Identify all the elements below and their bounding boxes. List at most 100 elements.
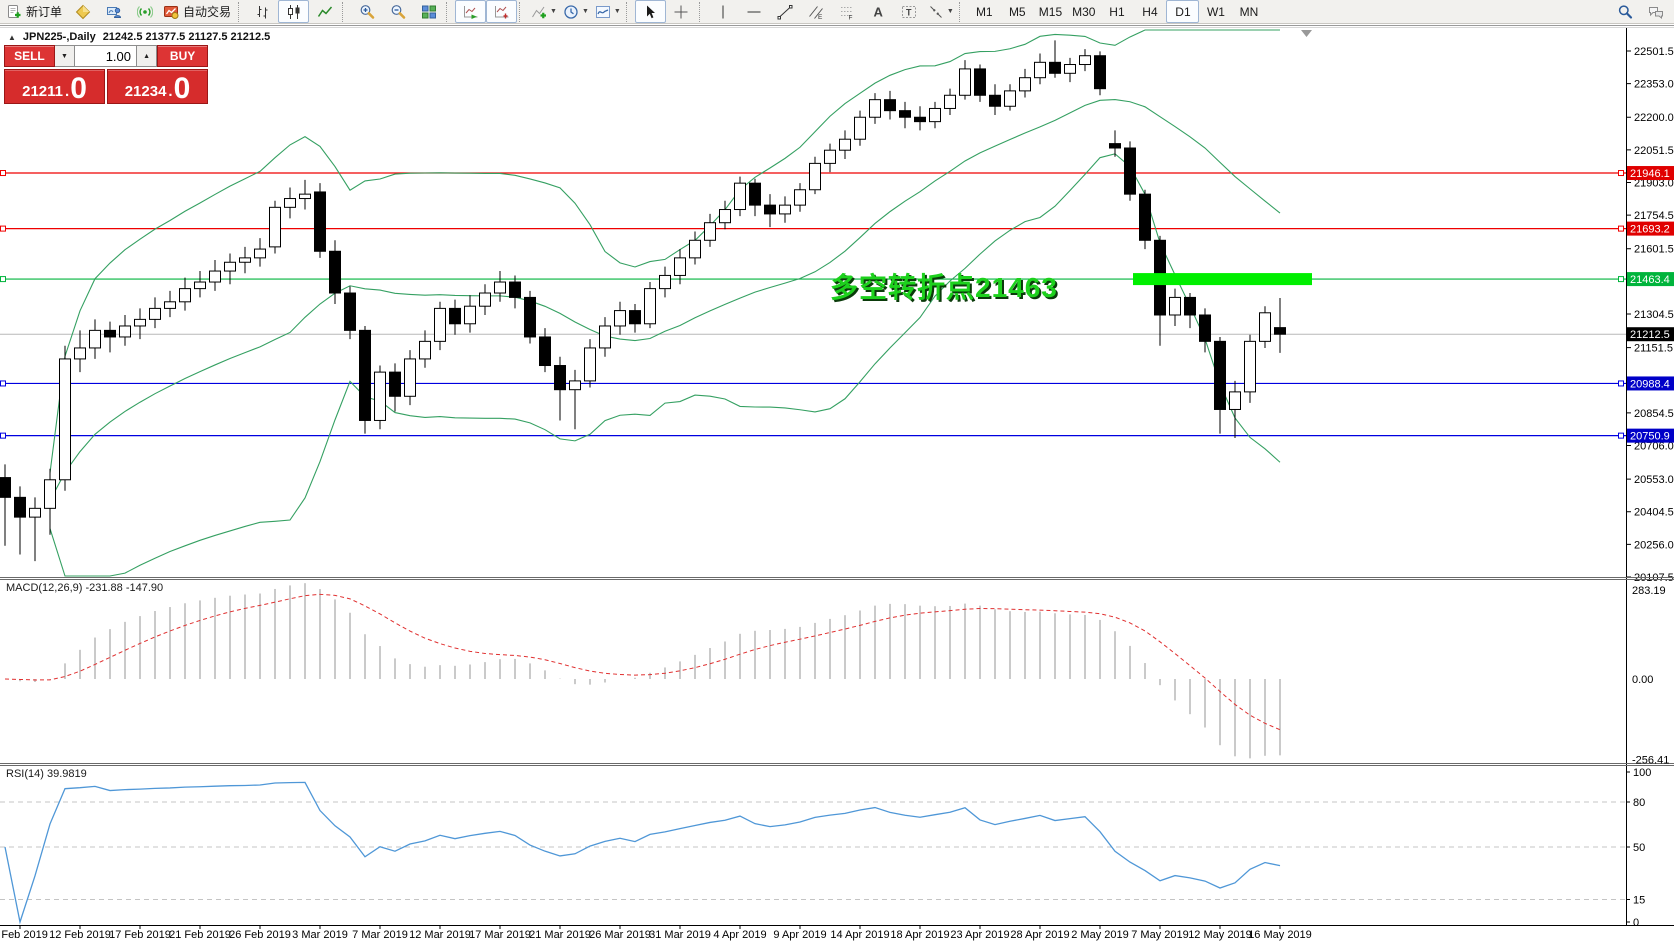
buy-button[interactable]: BUY xyxy=(157,45,208,67)
chevron-down-icon: ▼ xyxy=(550,8,557,15)
svg-text:9 Apr 2019: 9 Apr 2019 xyxy=(773,929,826,941)
volume-increase-button[interactable]: ▲ xyxy=(137,45,158,67)
sell-price-big-digit: 0 xyxy=(70,72,87,105)
svg-text:22353.0: 22353.0 xyxy=(1634,79,1674,91)
crosshair-button[interactable] xyxy=(666,0,697,23)
toolbar-separator xyxy=(698,1,706,22)
text-label-button[interactable]: T xyxy=(894,0,925,23)
autotrading-icon xyxy=(164,5,179,19)
rsi-label: RSI(14) 39.9819 xyxy=(6,768,87,780)
shapes-button[interactable]: ▼ xyxy=(925,0,957,23)
text-icon: A xyxy=(874,4,884,19)
zoom-in-icon xyxy=(360,4,374,19)
bar-chart-icon xyxy=(257,5,268,18)
candlestick-button[interactable] xyxy=(278,0,310,23)
svg-text:F: F xyxy=(849,14,853,20)
collapse-arrow-icon[interactable]: ▲ xyxy=(8,32,16,42)
svg-text:18 Apr 2019: 18 Apr 2019 xyxy=(890,929,949,941)
terminal-button[interactable] xyxy=(98,0,129,23)
text-button[interactable]: A xyxy=(863,0,894,23)
svg-text:50: 50 xyxy=(1633,842,1645,854)
svg-text:21754.5: 21754.5 xyxy=(1634,210,1674,222)
line-chart-button[interactable] xyxy=(309,0,340,23)
toolbar-separator xyxy=(625,1,633,22)
horizontal-line-button[interactable] xyxy=(739,0,770,23)
timeframe-m1-button[interactable]: M1 xyxy=(968,0,1001,23)
fibonacci-button[interactable]: F xyxy=(832,0,863,23)
timeframe-m5-button[interactable]: M5 xyxy=(1001,0,1034,23)
svg-text:28 Apr 2019: 28 Apr 2019 xyxy=(1010,929,1069,941)
timeframe-h4-button[interactable]: H4 xyxy=(1133,0,1166,23)
chat-button[interactable] xyxy=(1640,0,1671,23)
timeframe-m30-button[interactable]: M30 xyxy=(1067,0,1100,23)
svg-text:21903.0: 21903.0 xyxy=(1634,178,1674,190)
signals-button[interactable] xyxy=(129,0,160,23)
volume-input[interactable] xyxy=(75,45,137,67)
sell-price-dot: . xyxy=(65,83,70,100)
new-order-button[interactable]: 新订单 xyxy=(3,0,67,23)
chart-annotation[interactable]: 多空转折点21463 xyxy=(830,272,1058,303)
cursor-button[interactable] xyxy=(634,0,666,23)
toolbar-separator xyxy=(238,1,245,22)
svg-text:20404.5: 20404.5 xyxy=(1634,507,1674,519)
auto-scroll-button[interactable] xyxy=(455,0,487,23)
bar-chart-button[interactable] xyxy=(247,0,278,23)
templates-button[interactable]: ▼ xyxy=(592,0,624,23)
periods-button[interactable]: ▼ xyxy=(560,0,592,23)
indicators-button[interactable]: ▼ xyxy=(528,0,560,23)
cursor-icon xyxy=(647,5,656,18)
terminal-icon xyxy=(106,6,121,18)
timeframe-mn-button[interactable]: MN xyxy=(1232,0,1265,23)
new-order-icon xyxy=(8,4,21,18)
chevron-down-icon: ▼ xyxy=(946,8,954,15)
svg-text:20854.5: 20854.5 xyxy=(1634,408,1674,420)
timeframe-w1-button[interactable]: W1 xyxy=(1199,0,1232,23)
volume-decrease-button[interactable]: ▼ xyxy=(54,45,75,67)
svg-text:21946.1: 21946.1 xyxy=(1630,168,1670,180)
chat-icon xyxy=(1648,6,1663,19)
sell-button[interactable]: SELL xyxy=(4,45,55,67)
trendline-button[interactable] xyxy=(770,0,801,23)
svg-text:15: 15 xyxy=(1633,895,1645,907)
svg-text:17 Mar 2019: 17 Mar 2019 xyxy=(469,929,531,941)
pivot-highlight-band[interactable] xyxy=(1133,273,1312,286)
svg-text:21 Feb 2019: 21 Feb 2019 xyxy=(169,929,231,941)
tile-windows-button[interactable] xyxy=(413,0,444,23)
zoom-in-button[interactable] xyxy=(351,0,382,23)
equidistant-channel-button[interactable]: E xyxy=(801,0,832,23)
macd-pane: 283.19 0.00 -256.41 MACD(12,26,9) -231.88 -… xyxy=(4,582,1669,767)
svg-text:21693.2: 21693.2 xyxy=(1630,224,1670,236)
autotrading-button-label: 自动交易 xyxy=(183,5,232,19)
horizontal-line-icon xyxy=(747,11,761,12)
svg-text:21463.4: 21463.4 xyxy=(1630,274,1670,286)
chart-shift-marker-icon[interactable] xyxy=(1301,30,1312,37)
svg-text:T: T xyxy=(906,7,912,17)
svg-text:0: 0 xyxy=(1633,917,1639,929)
chart-shift-button[interactable] xyxy=(486,0,518,23)
svg-text:4 Apr 2019: 4 Apr 2019 xyxy=(713,929,766,941)
vertical-line-button[interactable] xyxy=(708,0,739,23)
buy-price-box[interactable]: 21234. 0 xyxy=(107,69,208,104)
sell-price-box[interactable]: 21211. 0 xyxy=(4,69,105,104)
zoom-out-button[interactable] xyxy=(382,0,413,23)
caret-down-icon: ▼ xyxy=(60,52,68,60)
auto-scroll-icon xyxy=(463,5,478,19)
toolbar-separator xyxy=(958,1,966,22)
market-button[interactable] xyxy=(67,0,98,23)
timeframe-h1-button[interactable]: H1 xyxy=(1100,0,1133,23)
chart-symbol-period: JPN225-,Daily xyxy=(22,31,96,43)
tile-windows-icon xyxy=(421,5,436,18)
periods-icon xyxy=(564,4,578,19)
search-button[interactable] xyxy=(1609,0,1640,23)
svg-text:16 May 2019: 16 May 2019 xyxy=(1248,929,1312,941)
toolbar-right-group xyxy=(1609,0,1671,24)
autotrading-button[interactable]: 自动交易 xyxy=(160,0,236,23)
timeframe-m15-button[interactable]: M15 xyxy=(1034,0,1067,23)
timeframe-d1-button[interactable]: D1 xyxy=(1166,0,1200,23)
svg-text:14 Apr 2019: 14 Apr 2019 xyxy=(830,929,889,941)
signals-icon xyxy=(136,5,153,18)
buy-price-main: 21234 xyxy=(124,83,167,100)
